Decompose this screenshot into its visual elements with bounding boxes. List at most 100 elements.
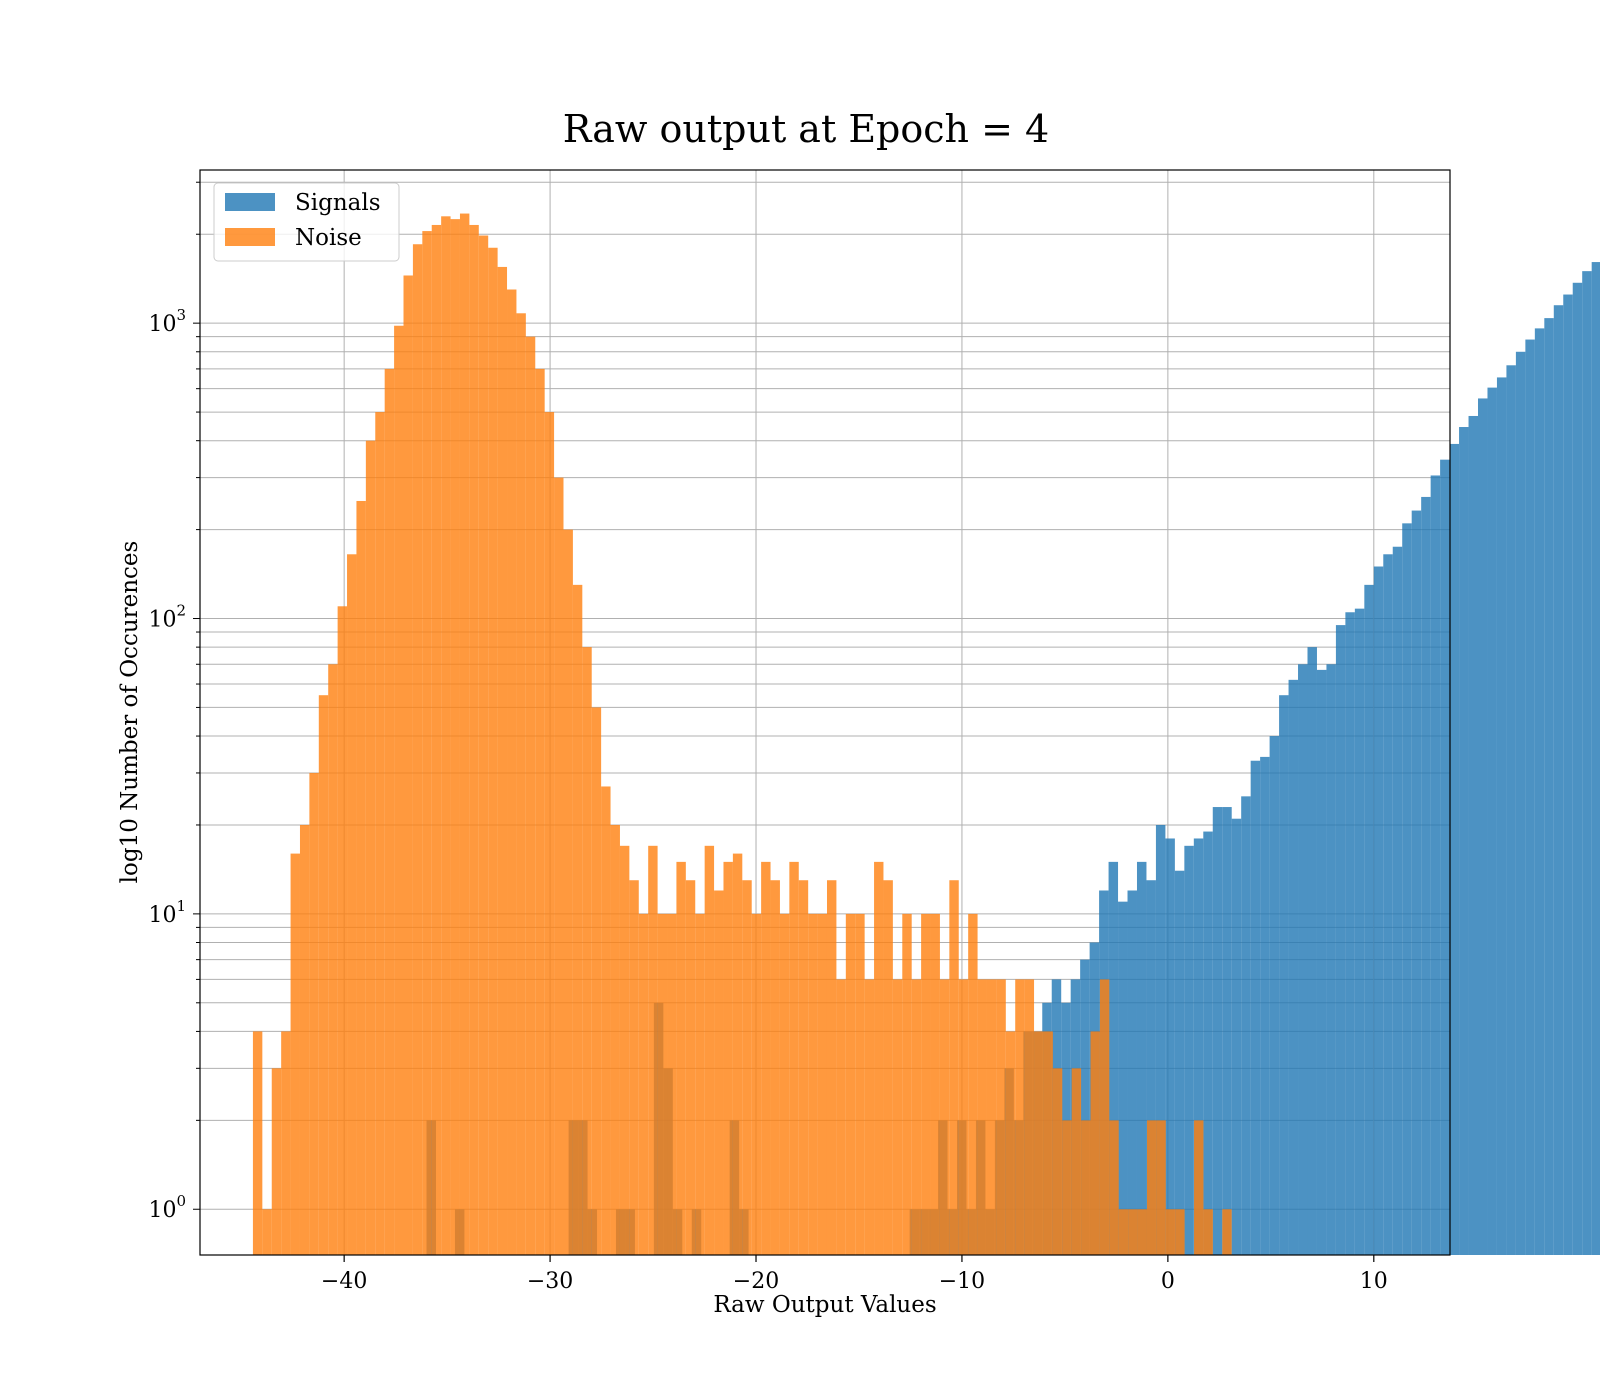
bar-noise <box>826 880 837 1255</box>
bar-noise <box>968 913 978 1255</box>
bar-signals <box>1316 669 1327 1255</box>
plot-frame <box>199 169 1451 1256</box>
bar-signals <box>1241 796 1251 1255</box>
bar-noise <box>836 979 846 1255</box>
bar-noise <box>1015 979 1025 1255</box>
bar-signals <box>1184 845 1194 1255</box>
bar-noise <box>939 979 950 1255</box>
x-tick-label: −20 <box>733 1269 779 1294</box>
bar-noise <box>1005 1031 1016 1255</box>
legend-swatch-noise <box>225 228 275 246</box>
bar-noise <box>535 368 545 1255</box>
bar-noise <box>676 861 686 1255</box>
bar-signals <box>1373 566 1384 1255</box>
bar-noise <box>544 412 555 1255</box>
bar-noise <box>789 861 799 1255</box>
bar-noise <box>1043 1031 1053 1255</box>
bar-noise <box>930 913 940 1255</box>
bar-noise <box>507 289 517 1255</box>
bar-noise <box>695 913 705 1255</box>
bar-signals <box>1298 664 1308 1255</box>
bar-signals <box>1459 427 1469 1255</box>
bar-signals <box>1582 271 1592 1256</box>
bar-signals <box>1279 695 1289 1255</box>
bar-noise <box>1194 1120 1204 1255</box>
bar-noise <box>299 824 310 1255</box>
bar-noise <box>365 440 376 1255</box>
bar-noise <box>977 979 987 1255</box>
bar-noise <box>770 880 780 1255</box>
bar-signals <box>1345 612 1355 1255</box>
bar-noise <box>629 880 639 1255</box>
bar-noise <box>488 247 498 1255</box>
bar-noise <box>1156 1120 1166 1255</box>
bar-signals <box>1127 890 1137 1255</box>
y-axis-label: log10 Number of Occurences <box>117 541 143 884</box>
bar-signals <box>1392 546 1403 1255</box>
bar-noise <box>271 1068 282 1255</box>
bar-signals <box>1525 339 1535 1256</box>
bar-signals <box>1203 831 1213 1255</box>
bar-noise <box>1109 1120 1119 1255</box>
y-tick-label: 100 <box>148 1192 186 1223</box>
bar-signals <box>1155 824 1166 1255</box>
bar-signals <box>1136 861 1147 1255</box>
bar-noise <box>798 880 809 1255</box>
bar-signals <box>1553 305 1564 1256</box>
bar-signals <box>1080 959 1090 1255</box>
bar-signals <box>1260 756 1270 1255</box>
bar-signals <box>1411 510 1422 1256</box>
bar-noise <box>1128 1209 1138 1255</box>
bar-noise <box>1081 1120 1091 1255</box>
bar-signals <box>1440 459 1450 1255</box>
bar-noise <box>1099 979 1110 1255</box>
bar-noise <box>1203 1209 1213 1255</box>
bar-noise <box>883 880 893 1255</box>
bar-signals <box>1468 415 1479 1255</box>
bar-signals <box>1146 880 1156 1255</box>
bar-noise <box>657 913 668 1255</box>
bar-noise <box>986 979 997 1255</box>
bar-signals <box>1269 736 1280 1255</box>
bar-noise <box>751 913 762 1255</box>
bar-signals <box>1478 398 1488 1256</box>
bar-signals <box>1288 679 1299 1255</box>
bar-noise <box>347 554 357 1255</box>
bar-signals <box>1487 387 1497 1255</box>
bar-noise <box>874 861 884 1255</box>
bar-signals <box>1108 861 1119 1255</box>
bar-signals <box>1118 901 1128 1255</box>
bar-noise <box>855 913 865 1255</box>
bar-noise <box>638 913 649 1255</box>
y-tick-label: 103 <box>148 306 186 337</box>
bar-noise <box>1137 1209 1147 1255</box>
bar-noise <box>497 266 508 1255</box>
legend: Signals Noise <box>213 182 400 262</box>
bar-noise <box>667 913 677 1255</box>
legend-swatch-signals <box>225 193 275 211</box>
bar-noise <box>469 224 479 1256</box>
bar-signals <box>1402 523 1412 1255</box>
bar-signals <box>1572 282 1583 1255</box>
bar-noise <box>394 325 404 1256</box>
bar-noise <box>1052 1068 1063 1255</box>
bar-signals <box>1165 838 1175 1255</box>
x-tick-label: 0 <box>1161 1269 1175 1294</box>
bar-noise <box>422 231 432 1256</box>
bar-signals <box>1250 760 1261 1255</box>
bar-noise <box>290 853 300 1255</box>
bar-noise <box>459 213 470 1255</box>
bar-signals <box>1354 608 1365 1255</box>
bar-noise <box>648 845 658 1255</box>
bar-signals <box>1544 318 1554 1256</box>
bar-signals <box>1364 584 1374 1255</box>
bar-signals <box>1193 838 1204 1255</box>
bar-noise <box>252 1031 263 1255</box>
noise-bars <box>252 213 1232 1256</box>
bar-signals <box>1506 365 1516 1255</box>
bar-noise <box>591 707 602 1255</box>
bar-noise <box>1090 1031 1100 1255</box>
bar-noise <box>281 1031 291 1255</box>
bar-noise <box>902 913 912 1255</box>
